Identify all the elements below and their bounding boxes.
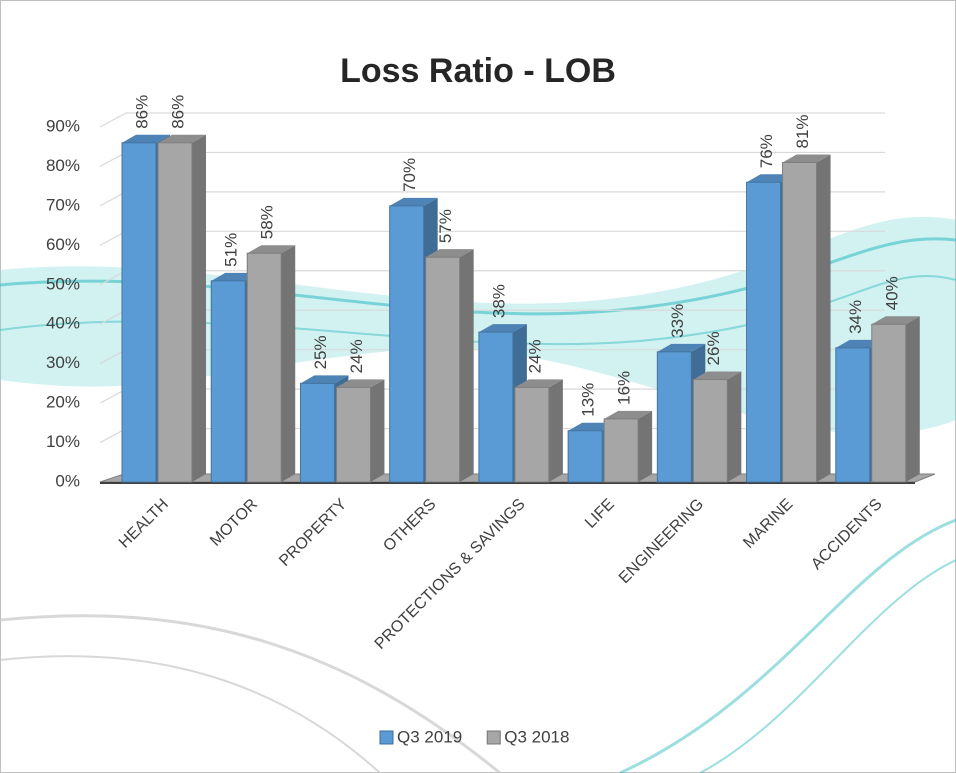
bar-side — [816, 154, 831, 482]
bar-side — [370, 379, 385, 482]
bar-front — [603, 418, 639, 483]
bar-front — [656, 351, 692, 483]
bar-front — [299, 382, 335, 483]
value-label: 86% — [168, 95, 187, 129]
bar-front — [389, 205, 425, 483]
value-label: 16% — [615, 371, 634, 405]
bar-top — [657, 343, 706, 352]
value-label: 40% — [882, 276, 901, 310]
y-tick-label: 90% — [46, 116, 80, 135]
bar — [335, 379, 385, 483]
bar-side — [727, 371, 742, 482]
value-label: 13% — [579, 383, 598, 417]
legend-swatch — [379, 730, 394, 745]
bar-top — [425, 249, 474, 258]
bar-top — [604, 410, 653, 419]
y-tick-label: 20% — [46, 393, 80, 412]
value-label: 81% — [793, 114, 812, 148]
bar-front — [871, 323, 907, 483]
value-label: 51% — [222, 233, 241, 267]
y-tick-label: 50% — [46, 274, 80, 293]
bar-top — [122, 134, 170, 143]
value-label: 86% — [132, 95, 151, 129]
bar-top — [389, 197, 438, 206]
chart-title: Loss Ratio - LOB — [340, 52, 616, 90]
y-tick-label: 0% — [55, 471, 80, 490]
bar-front — [335, 386, 371, 483]
bar-side — [459, 249, 474, 482]
bar — [157, 134, 206, 483]
value-label: 58% — [258, 205, 277, 239]
bar-top — [693, 371, 742, 380]
legend-label: Q3 2019 — [397, 727, 462, 746]
bar-front — [782, 162, 818, 483]
bar-front — [246, 252, 282, 483]
y-tick-label: 80% — [46, 156, 80, 175]
value-label: 24% — [525, 339, 544, 373]
bar-side — [281, 245, 296, 482]
bar-side — [548, 379, 563, 482]
y-tick-label: 30% — [46, 353, 80, 372]
y-tick-label: 10% — [46, 432, 80, 451]
bar-side — [905, 316, 920, 482]
bar-front — [567, 430, 603, 483]
bar-front — [210, 280, 246, 483]
bar — [246, 245, 296, 483]
bar — [425, 249, 474, 483]
bar-front — [157, 142, 193, 483]
value-label: 25% — [311, 335, 330, 369]
bar-front — [746, 181, 782, 483]
bar-front — [835, 347, 871, 483]
bar-top — [514, 379, 563, 388]
bar-top — [478, 324, 527, 333]
value-label: 76% — [757, 134, 776, 168]
value-label: 38% — [489, 284, 508, 318]
bar — [871, 316, 920, 483]
bar-front — [478, 331, 514, 483]
bar — [603, 410, 653, 483]
bar-side — [192, 134, 206, 482]
bar — [692, 371, 742, 483]
bar-top — [336, 379, 385, 388]
bar-top — [782, 154, 831, 163]
value-label: 24% — [347, 339, 366, 373]
legend-label: Q3 2018 — [504, 727, 569, 746]
value-label: 70% — [400, 158, 419, 192]
y-tick-label: 60% — [46, 235, 80, 254]
value-label: 26% — [704, 331, 723, 365]
bar-front — [692, 378, 728, 483]
bar-top — [300, 375, 349, 384]
value-label: 33% — [668, 304, 687, 338]
bar-top — [871, 316, 920, 325]
y-tick-label: 70% — [46, 195, 80, 214]
bar-front — [121, 142, 157, 483]
bar-top — [247, 245, 296, 254]
value-label: 34% — [846, 300, 865, 334]
bar — [514, 379, 563, 483]
bar-front — [425, 256, 461, 483]
bar-top — [158, 134, 206, 143]
bar — [782, 154, 831, 483]
value-label: 57% — [436, 209, 455, 243]
bar-side — [638, 410, 653, 482]
grid-line — [99, 112, 885, 128]
legend-swatch — [486, 730, 501, 745]
bar-front — [514, 386, 550, 483]
y-tick-label: 40% — [46, 314, 80, 333]
